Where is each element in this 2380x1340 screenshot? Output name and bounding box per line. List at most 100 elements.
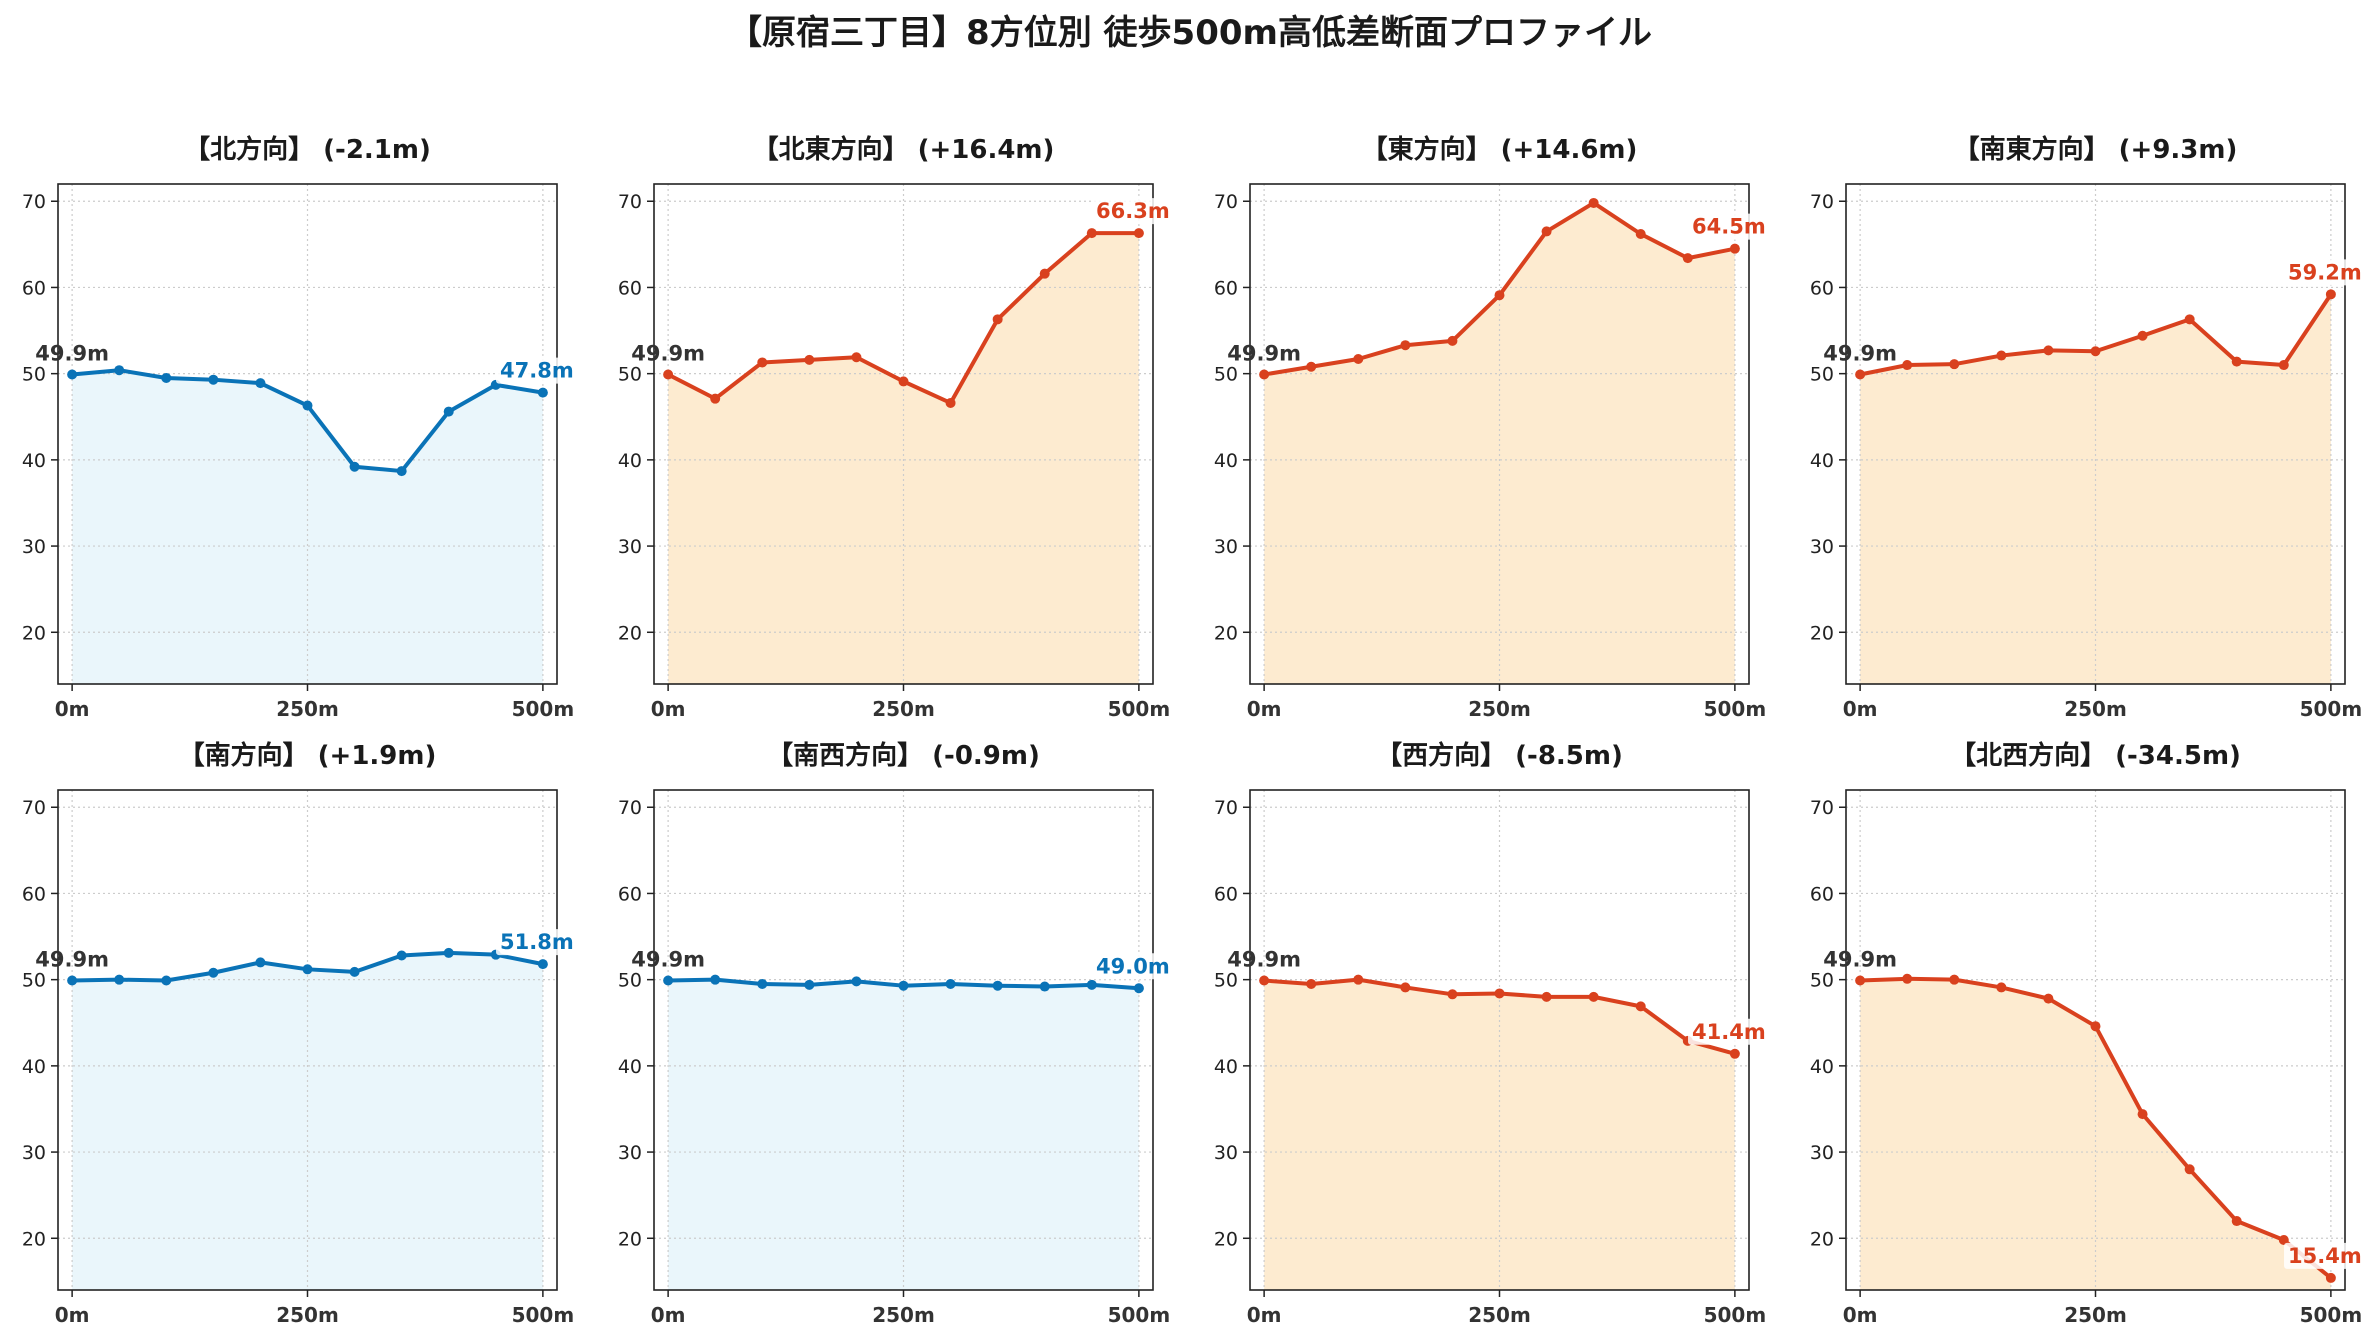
- end-value-label: 15.4m: [2288, 1244, 2362, 1268]
- x-tick-label: 0m: [1247, 697, 1282, 721]
- y-tick-label: 20: [22, 622, 46, 644]
- x-tick-label: 0m: [1247, 1303, 1282, 1327]
- panel-6: 【西方向】 (-8.5m) 20 30 40 50 60 70 0m 250m 500m 49.9m…: [1214, 740, 1770, 1327]
- data-point: [2278, 360, 2289, 371]
- start-value-label: 49.9m: [35, 948, 109, 972]
- x-tick-label: 0m: [55, 1303, 90, 1327]
- panel-5: 【南西方向】 (-0.9m) 20 30 40 50 60 70 0m 250m 500m 49.9…: [618, 740, 1174, 1327]
- x-tick-label: 250m: [2064, 1303, 2127, 1327]
- x-tick-label: 500m: [1704, 1303, 1767, 1327]
- data-point: [1729, 243, 1740, 254]
- end-value-label: 47.8m: [500, 359, 574, 383]
- y-tick-label: 30: [1214, 536, 1238, 558]
- x-tick-label: 500m: [512, 697, 575, 721]
- y-tick-label: 60: [1810, 883, 1834, 905]
- y-tick-label: 40: [1214, 1056, 1238, 1078]
- panel-title: 【南方向】 (+1.9m): [179, 740, 437, 771]
- start-value-label: 49.9m: [35, 342, 109, 366]
- y-tick-label: 20: [1810, 1228, 1834, 1250]
- x-tick-label: 0m: [651, 1303, 686, 1327]
- data-point: [1306, 978, 1317, 989]
- data-point: [1855, 369, 1866, 380]
- y-tick-label: 20: [618, 1228, 642, 1250]
- data-point: [898, 980, 909, 991]
- y-tick-label: 40: [1214, 450, 1238, 472]
- end-label-bg: [1688, 213, 1770, 240]
- y-tick-label: 70: [22, 191, 46, 213]
- panel-title: 【北東方向】 (+16.4m): [753, 134, 1055, 165]
- start-value-label: 49.9m: [1227, 342, 1301, 366]
- y-tick-label: 60: [1810, 277, 1834, 299]
- data-point: [208, 374, 219, 385]
- data-point: [710, 393, 721, 404]
- plot-frame: [653, 183, 1154, 685]
- data-point: [1494, 988, 1505, 999]
- data-point: [851, 976, 862, 987]
- start-value-label: 49.9m: [1823, 948, 1897, 972]
- x-tick-label: 250m: [276, 1303, 339, 1327]
- x-tick-label: 500m: [1108, 1303, 1171, 1327]
- data-point: [1541, 226, 1552, 237]
- y-tick-label: 60: [22, 277, 46, 299]
- x-tick-label: 250m: [2064, 697, 2127, 721]
- data-point: [945, 978, 956, 989]
- y-tick-label: 30: [1810, 536, 1834, 558]
- data-point: [255, 378, 266, 389]
- end-label-bg: [2284, 259, 2366, 286]
- data-point: [757, 978, 768, 989]
- data-point: [1635, 1001, 1646, 1012]
- y-tick-label: 50: [618, 970, 642, 992]
- data-point: [443, 947, 454, 958]
- y-tick-label: 50: [22, 364, 46, 386]
- y-tick-label: 40: [618, 1056, 642, 1078]
- data-point: [2184, 1164, 2195, 1175]
- y-tick-label: 20: [1214, 1228, 1238, 1250]
- data-point: [1259, 975, 1270, 986]
- y-tick-label: 50: [1214, 364, 1238, 386]
- data-point: [1133, 228, 1144, 239]
- data-point: [757, 357, 768, 368]
- end-label-bg: [496, 929, 578, 956]
- y-tick-label: 70: [618, 191, 642, 213]
- data-point: [1855, 975, 1866, 986]
- plot-frame: [653, 789, 1154, 1291]
- x-tick-label: 500m: [512, 1303, 575, 1327]
- data-point: [396, 950, 407, 961]
- y-tick-label: 70: [22, 797, 46, 819]
- area-fill: [668, 979, 1139, 1290]
- data-point: [992, 980, 1003, 991]
- data-point: [537, 959, 548, 970]
- data-point: [114, 365, 125, 376]
- data-point: [349, 461, 360, 472]
- x-tick-label: 250m: [872, 1303, 935, 1327]
- end-value-label: 41.4m: [1692, 1020, 1766, 1044]
- data-point: [1447, 989, 1458, 1000]
- panel-4: 【南方向】 (+1.9m) 20 30 40 50 60 70 0m 250m 500m 49.9m…: [22, 740, 578, 1327]
- data-point: [2043, 993, 2054, 1004]
- x-tick-label: 0m: [651, 697, 686, 721]
- y-tick-label: 20: [1810, 622, 1834, 644]
- panel-1: 【北東方向】 (+16.4m) 20 30 40 50 60 70 0m 250m 500m 49.…: [618, 134, 1174, 721]
- data-point: [2137, 330, 2148, 341]
- y-tick-label: 30: [1214, 1142, 1238, 1164]
- area-fill: [72, 370, 543, 684]
- data-point: [1682, 253, 1693, 264]
- data-point: [1353, 354, 1364, 364]
- panel-title: 【北西方向】 (-34.5m): [1950, 740, 2241, 771]
- y-tick-label: 20: [1214, 622, 1238, 644]
- data-point: [1039, 981, 1050, 992]
- data-point: [2090, 1021, 2101, 1032]
- data-point: [663, 975, 674, 986]
- panel-title: 【北方向】 (-2.1m): [184, 134, 431, 165]
- y-tick-label: 30: [1810, 1142, 1834, 1164]
- y-tick-label: 70: [1214, 797, 1238, 819]
- start-value-label: 49.9m: [1823, 342, 1897, 366]
- data-point: [2325, 1272, 2336, 1283]
- x-tick-label: 500m: [1108, 697, 1171, 721]
- data-point: [1996, 350, 2007, 361]
- data-point: [1588, 991, 1599, 1002]
- data-point: [1353, 974, 1364, 985]
- data-point: [1133, 983, 1144, 994]
- x-tick-label: 250m: [1468, 697, 1531, 721]
